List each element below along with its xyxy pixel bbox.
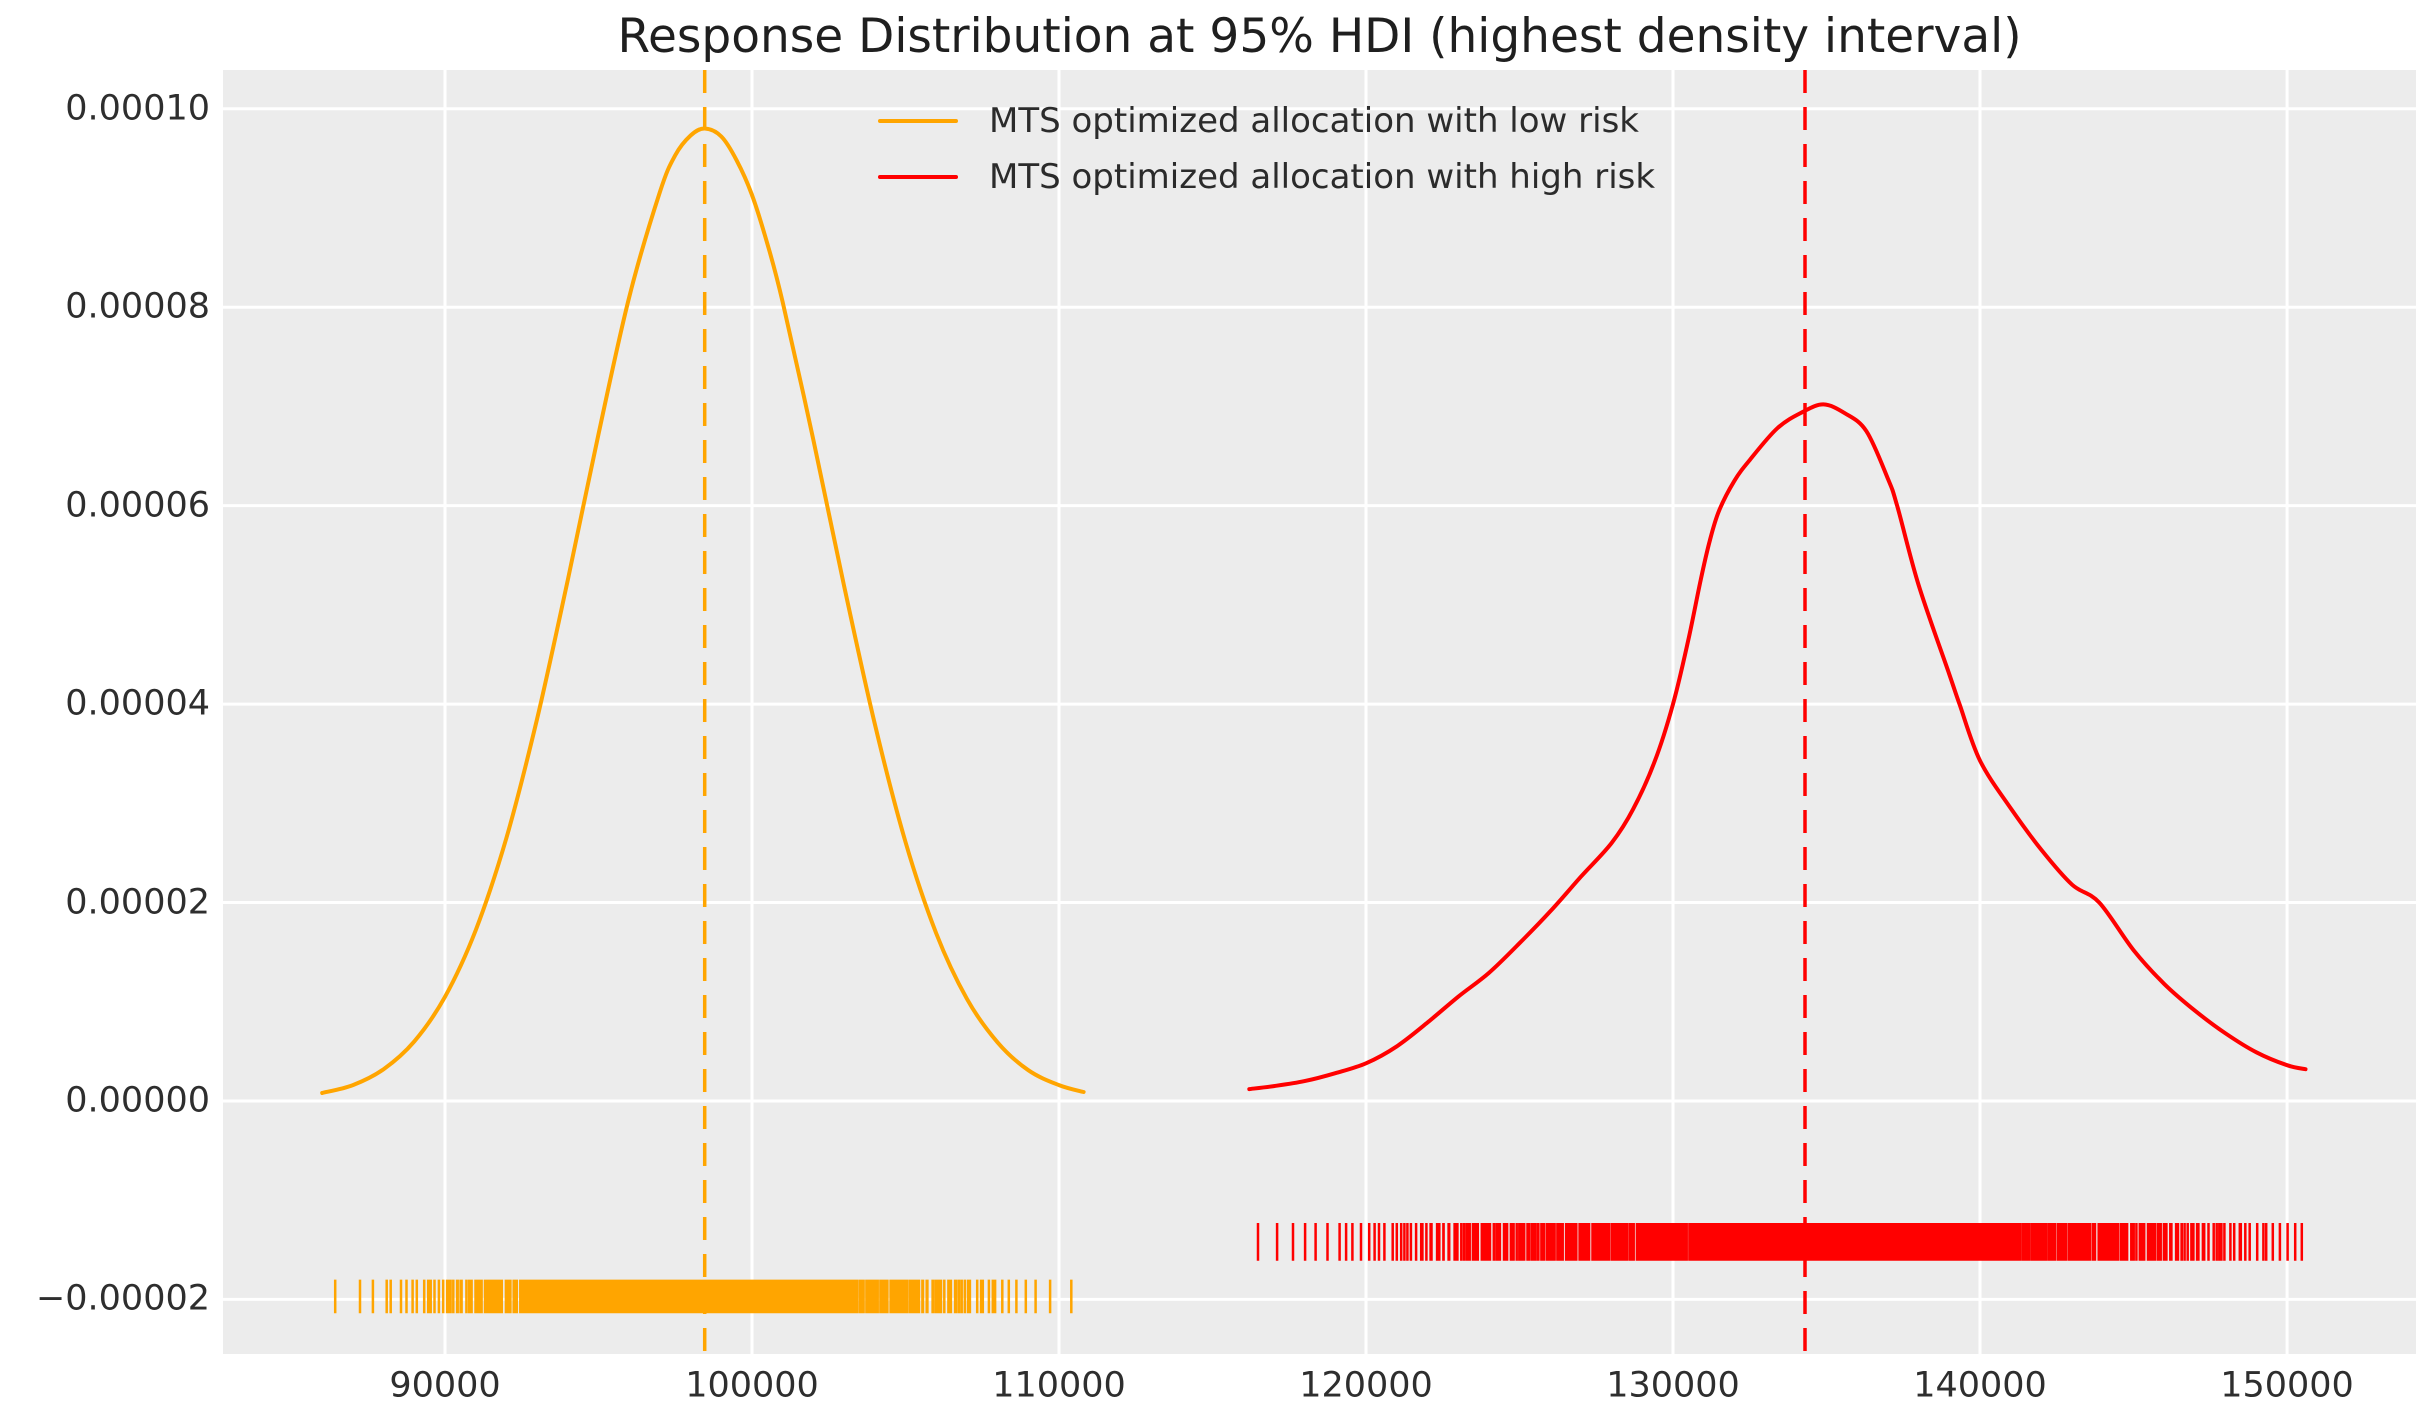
x-tick-label: 140000 <box>1913 1365 2047 1406</box>
y-tick-label: 0.00000 <box>65 1080 210 1121</box>
chart-title: Response Distribution at 95% HDI (highes… <box>617 9 2022 64</box>
kde-curve-low-risk <box>320 126 1086 1095</box>
rug-low-risk <box>333 1279 1073 1314</box>
kde-curve-high-risk <box>1247 402 2308 1092</box>
y-tick-label: 0.00002 <box>65 882 210 923</box>
y-tick-label: 0.00006 <box>65 485 210 526</box>
rug-high-risk <box>1256 1223 2304 1261</box>
legend: MTS optimized allocation with low risk M… <box>878 102 1655 214</box>
legend-item-low-risk: MTS optimized allocation with low risk <box>878 102 1655 140</box>
x-tick-label: 120000 <box>1299 1365 1433 1406</box>
legend-line-low-risk-icon <box>878 119 958 123</box>
y-tick-label: 0.00010 <box>65 88 210 129</box>
y-tick-label: −0.00002 <box>35 1278 210 1319</box>
x-tick-label: 110000 <box>992 1365 1126 1406</box>
x-tick-label: 90000 <box>389 1365 501 1406</box>
y-tick-label: 0.00008 <box>65 286 210 327</box>
x-tick-label: 100000 <box>685 1365 819 1406</box>
plot-background <box>223 70 2416 1354</box>
legend-label-low-risk: MTS optimized allocation with low risk <box>989 101 1640 141</box>
legend-line-high-risk-icon <box>878 175 958 179</box>
legend-item-high-risk: MTS optimized allocation with high risk <box>878 158 1655 196</box>
y-tick-label: 0.00004 <box>65 683 210 724</box>
x-tick-label: 150000 <box>2220 1365 2354 1406</box>
x-tick-label: 130000 <box>1606 1365 1740 1406</box>
legend-label-high-risk: MTS optimized allocation with high risk <box>989 157 1656 197</box>
